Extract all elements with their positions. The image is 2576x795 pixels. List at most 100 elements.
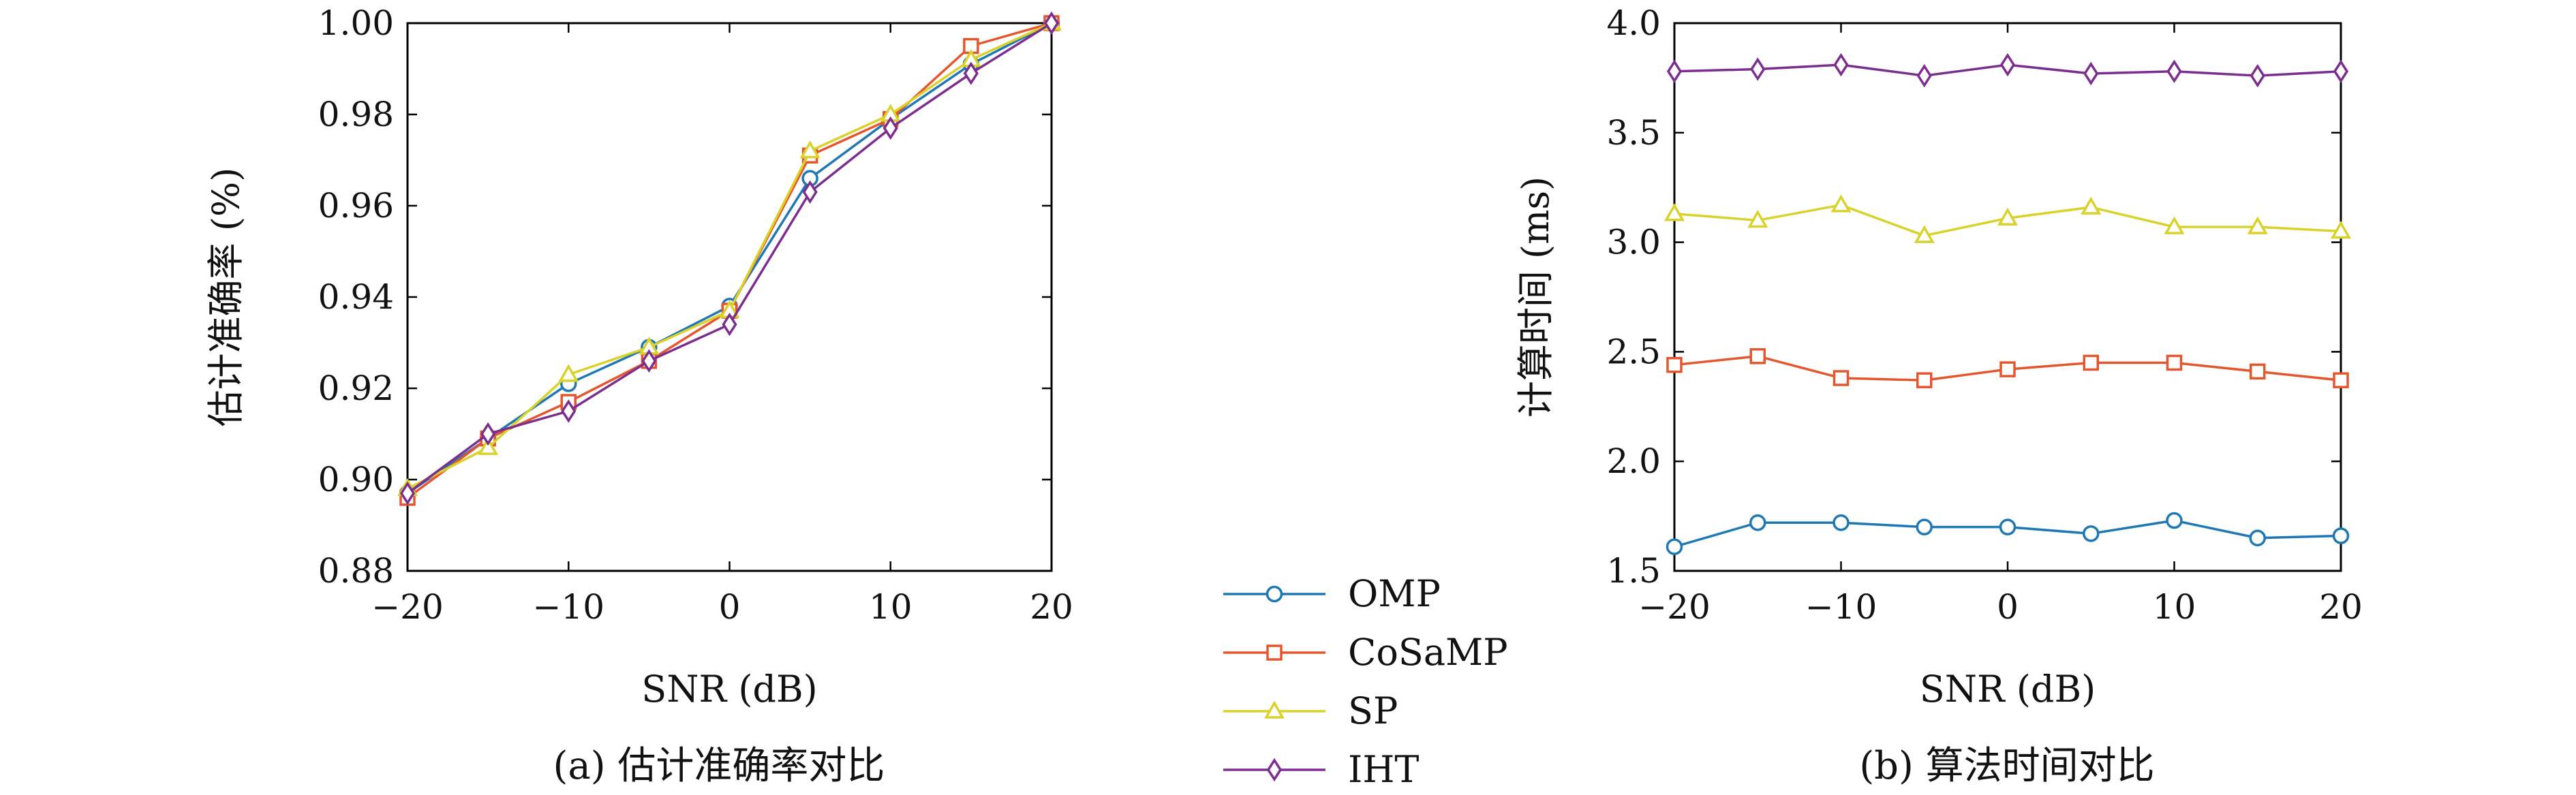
- legend-entry-omp: OMP: [1223, 572, 1441, 615]
- data-point: [963, 61, 979, 85]
- series-sp: [397, 12, 1062, 497]
- y-tick-label: 0.88: [318, 551, 394, 591]
- data-point: [2081, 196, 2102, 215]
- plot-frame: [406, 22, 1053, 572]
- data-point: [2083, 354, 2099, 371]
- legend-entry-sp: SP: [1223, 689, 1398, 732]
- y-tick-label: 1.00: [318, 3, 394, 43]
- x-tick-label: 0: [719, 587, 741, 627]
- data-point: [2166, 59, 2182, 83]
- legend-label: CoSaMP: [1348, 631, 1508, 674]
- x-axis-label: SNR (dB): [1920, 668, 2096, 711]
- x-tick-label: 10: [2153, 587, 2196, 627]
- data-point: [2083, 61, 2099, 86]
- series-line: [406, 22, 1052, 495]
- data-point: [1916, 63, 1932, 88]
- y-axis-label: 估计准确率 (%): [204, 168, 247, 427]
- data-point: [2164, 216, 2185, 234]
- data-point: [1666, 356, 1683, 373]
- data-point: [2166, 354, 2183, 371]
- y-axis-label: 计算时间 (ms): [1514, 176, 1557, 418]
- data-point: [799, 140, 821, 159]
- series-iht: [1666, 52, 2349, 88]
- legend-label: SP: [1348, 689, 1398, 732]
- x-tick-label: 20: [2319, 587, 2363, 627]
- data-point: [1833, 52, 1849, 77]
- data-point: [399, 481, 416, 505]
- y-tick-label: 0.98: [318, 95, 394, 134]
- data-point: [2250, 363, 2266, 380]
- series-line: [407, 22, 1052, 495]
- x-tick-label: −10: [532, 587, 604, 627]
- series-omp: [1666, 512, 2350, 555]
- x-tick-label: −20: [1638, 587, 1711, 627]
- series-sp: [1663, 194, 2352, 243]
- panel-a: −20 −10 0 10 20 0.88 0.90 0.92 0.94 0.96 0.98 1.00 S…: [204, 3, 1073, 788]
- y-tick-label: 0.94: [318, 277, 394, 317]
- legend-marker: [1266, 758, 1283, 782]
- data-point: [2333, 372, 2349, 388]
- data-point: [1749, 348, 1766, 364]
- x-tick-label: −20: [371, 587, 444, 627]
- data-point: [1916, 372, 1933, 388]
- y-tick-label: 0.92: [318, 369, 394, 408]
- data-point: [2332, 527, 2350, 544]
- legend-entry-cosamp: CoSaMP: [1223, 631, 1508, 674]
- data-point: [2330, 220, 2352, 239]
- data-point: [1999, 361, 2016, 377]
- data-point: [2247, 216, 2268, 234]
- data-point: [1833, 370, 1850, 386]
- data-point: [1043, 11, 1060, 35]
- series-omp: [399, 14, 1060, 502]
- y-tick-label: 2.0: [1606, 441, 1661, 481]
- data-point: [561, 399, 577, 423]
- legend: OMP CoSaMP SP IHT: [1223, 572, 1508, 791]
- data-point: [1833, 514, 1850, 531]
- data-point: [1997, 207, 2019, 225]
- data-point: [1916, 518, 1933, 535]
- series-iht: [399, 11, 1060, 505]
- legend-marker: [1266, 585, 1283, 603]
- series-line: [407, 22, 1052, 490]
- data-point: [2083, 525, 2100, 542]
- x-tick-label: 20: [1030, 587, 1073, 627]
- data-point: [1999, 52, 2016, 77]
- y-tick-label: 0.96: [318, 186, 394, 225]
- y-tick-label: 2.5: [1606, 332, 1661, 371]
- data-point: [2333, 59, 2349, 83]
- data-point: [722, 312, 737, 337]
- panel-b: −20 −10 0 10 20 1.5 2.0 2.5 3.0 3.5 4.0 SNR (dB) 计算时…: [1514, 3, 2363, 788]
- data-point: [1750, 57, 1766, 81]
- data-point: [2249, 529, 2266, 547]
- data-point: [480, 422, 496, 446]
- legend-label: IHT: [1348, 748, 1419, 791]
- data-point: [1999, 518, 2017, 535]
- data-point: [1914, 225, 1935, 243]
- y-tick-label: 4.0: [1606, 3, 1661, 43]
- legend-marker: [1263, 700, 1285, 719]
- y-tick-label: 3.5: [1606, 113, 1661, 153]
- data-point: [802, 180, 818, 204]
- data-point: [478, 437, 499, 455]
- data-point: [641, 349, 657, 373]
- x-axis-label: SNR (dB): [641, 668, 817, 711]
- y-tick-label: 0.90: [318, 460, 394, 499]
- x-tick-label: −10: [1805, 587, 1877, 627]
- legend-entry-iht: IHT: [1223, 748, 1419, 791]
- data-point: [883, 116, 898, 140]
- x-tick-label: 10: [869, 587, 913, 627]
- plot-frame: [1673, 22, 2342, 572]
- data-point: [2250, 63, 2265, 88]
- legend-label: OMP: [1348, 572, 1441, 615]
- data-point: [1663, 203, 1685, 221]
- data-point: [1666, 59, 1683, 83]
- data-point: [1747, 209, 1768, 228]
- data-point: [1830, 194, 1852, 213]
- x-tick-label: 0: [1997, 587, 2019, 627]
- panel-caption: (b) 算法时间对比: [1859, 744, 2154, 788]
- y-tick-label: 1.5: [1606, 551, 1661, 591]
- data-point: [558, 364, 579, 382]
- panel-caption: (a) 估计准确率对比: [553, 744, 885, 788]
- series-cosamp: [1666, 348, 2349, 388]
